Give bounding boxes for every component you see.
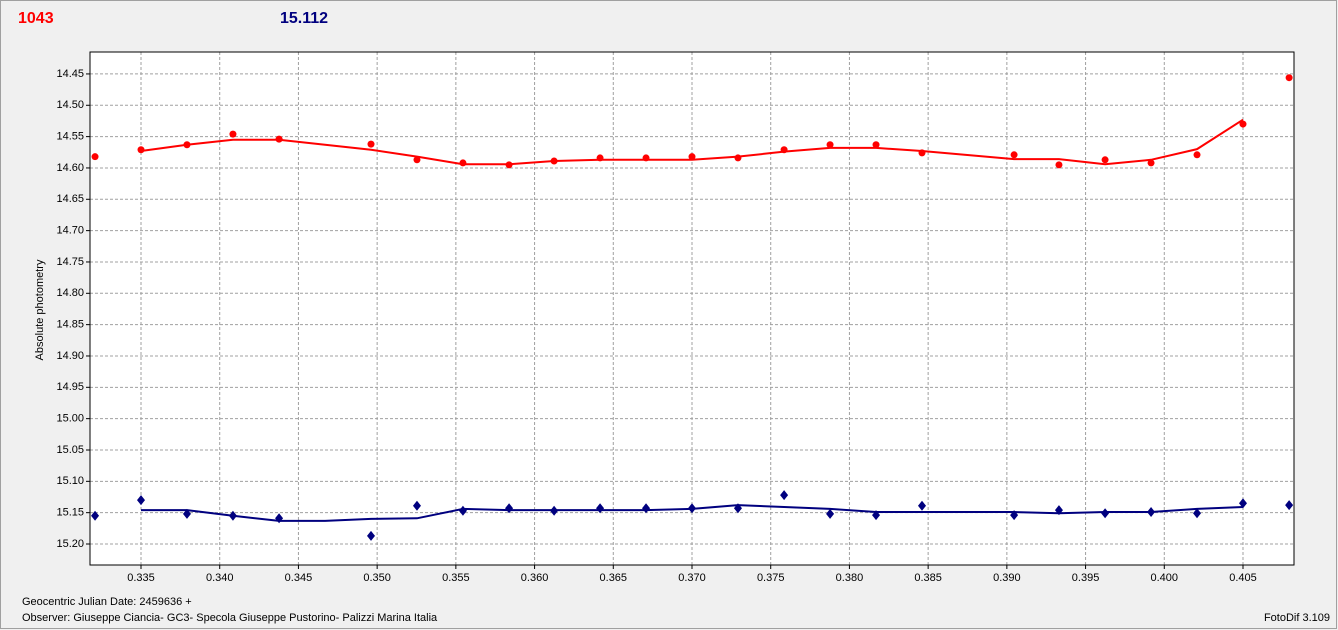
data-point <box>137 146 145 154</box>
data-point <box>183 141 191 149</box>
data-point <box>275 135 283 143</box>
data-point <box>872 141 880 149</box>
data-point <box>182 508 191 519</box>
software-note: FotoDif 3.109 <box>1264 612 1330 624</box>
data-point <box>1285 74 1293 82</box>
x-tick-label: 0.400 <box>1151 572 1179 584</box>
data-point <box>780 490 789 501</box>
data-point <box>596 154 604 162</box>
y-tick-label: 15.15 <box>56 507 84 519</box>
observer-note: Observer: Giuseppe Ciancia- GC3- Specola… <box>22 612 438 624</box>
data-point <box>137 495 146 506</box>
data-point <box>1147 507 1156 518</box>
data-point <box>1147 159 1155 167</box>
data-point <box>413 156 421 164</box>
data-point <box>412 500 421 511</box>
data-point <box>91 153 99 161</box>
data-point <box>275 513 284 524</box>
y-tick-label: 14.70 <box>56 225 84 237</box>
data-point <box>550 505 559 516</box>
x-tick-label: 0.390 <box>993 572 1021 584</box>
y-axis-label: Absolute photometry <box>34 259 46 360</box>
x-tick-label: 0.345 <box>285 572 313 584</box>
y-tick-label: 14.65 <box>56 193 84 205</box>
y-tick-label: 14.55 <box>56 131 84 143</box>
y-tick-label: 14.90 <box>56 350 84 362</box>
data-point <box>596 503 605 514</box>
data-point <box>367 530 376 541</box>
y-tick-label: 14.50 <box>56 99 84 111</box>
data-point <box>229 130 237 138</box>
x-tick-label: 0.355 <box>442 572 470 584</box>
x-tick-label: 0.395 <box>1072 572 1100 584</box>
data-point <box>1193 508 1202 519</box>
x-tick-label: 0.335 <box>127 572 155 584</box>
y-tick-label: 15.00 <box>56 413 84 425</box>
data-point <box>550 157 558 165</box>
data-point <box>1285 500 1294 511</box>
x-tick-label: 0.385 <box>914 572 942 584</box>
data-point <box>1101 508 1110 519</box>
data-point <box>1010 151 1018 159</box>
data-point <box>1054 505 1063 516</box>
series-line <box>141 504 1244 522</box>
data-point <box>918 500 927 511</box>
data-point <box>780 146 788 154</box>
data-point <box>367 140 375 148</box>
data-point <box>91 510 100 521</box>
data-point <box>642 154 650 162</box>
data-point <box>1239 120 1247 128</box>
data-point <box>1101 156 1109 164</box>
data-point <box>826 508 835 519</box>
data-point <box>642 503 651 514</box>
x-tick-label: 0.350 <box>363 572 391 584</box>
data-point <box>228 510 237 521</box>
y-tick-label: 15.20 <box>56 538 84 550</box>
chart-subtitle: 15.112 <box>280 10 328 27</box>
data-point <box>1238 498 1247 509</box>
data-point <box>826 141 834 149</box>
data-point <box>733 503 742 514</box>
data-point <box>688 153 696 161</box>
data-point <box>459 159 467 167</box>
x-tick-label: 0.405 <box>1229 572 1257 584</box>
y-tick-label: 15.05 <box>56 444 84 456</box>
y-tick-label: 14.95 <box>56 381 84 393</box>
chart-title: 1043 <box>18 10 54 27</box>
data-point <box>734 154 742 162</box>
y-tick-label: 14.75 <box>56 256 84 268</box>
data-point <box>505 503 514 514</box>
x-tick-label: 0.375 <box>757 572 785 584</box>
y-tick-label: 14.80 <box>56 287 84 299</box>
data-point <box>505 161 513 169</box>
data-point <box>1055 161 1063 169</box>
x-tick-label: 0.380 <box>836 572 864 584</box>
x-axis-label: Geocentric Julian Date: 2459636 + <box>22 596 192 608</box>
data-point <box>688 503 696 514</box>
y-tick-label: 15.10 <box>56 475 84 487</box>
y-tick-label: 14.60 <box>56 162 84 174</box>
data-point <box>458 505 467 516</box>
x-tick-label: 0.360 <box>521 572 549 584</box>
data-point <box>918 149 926 157</box>
data-point <box>1193 151 1201 159</box>
x-tick-label: 0.370 <box>678 572 706 584</box>
data-point <box>872 510 881 521</box>
data-point <box>1010 510 1019 521</box>
x-tick-label: 0.340 <box>206 572 234 584</box>
y-tick-label: 14.85 <box>56 319 84 331</box>
y-tick-label: 14.45 <box>56 68 84 80</box>
x-tick-label: 0.365 <box>600 572 628 584</box>
